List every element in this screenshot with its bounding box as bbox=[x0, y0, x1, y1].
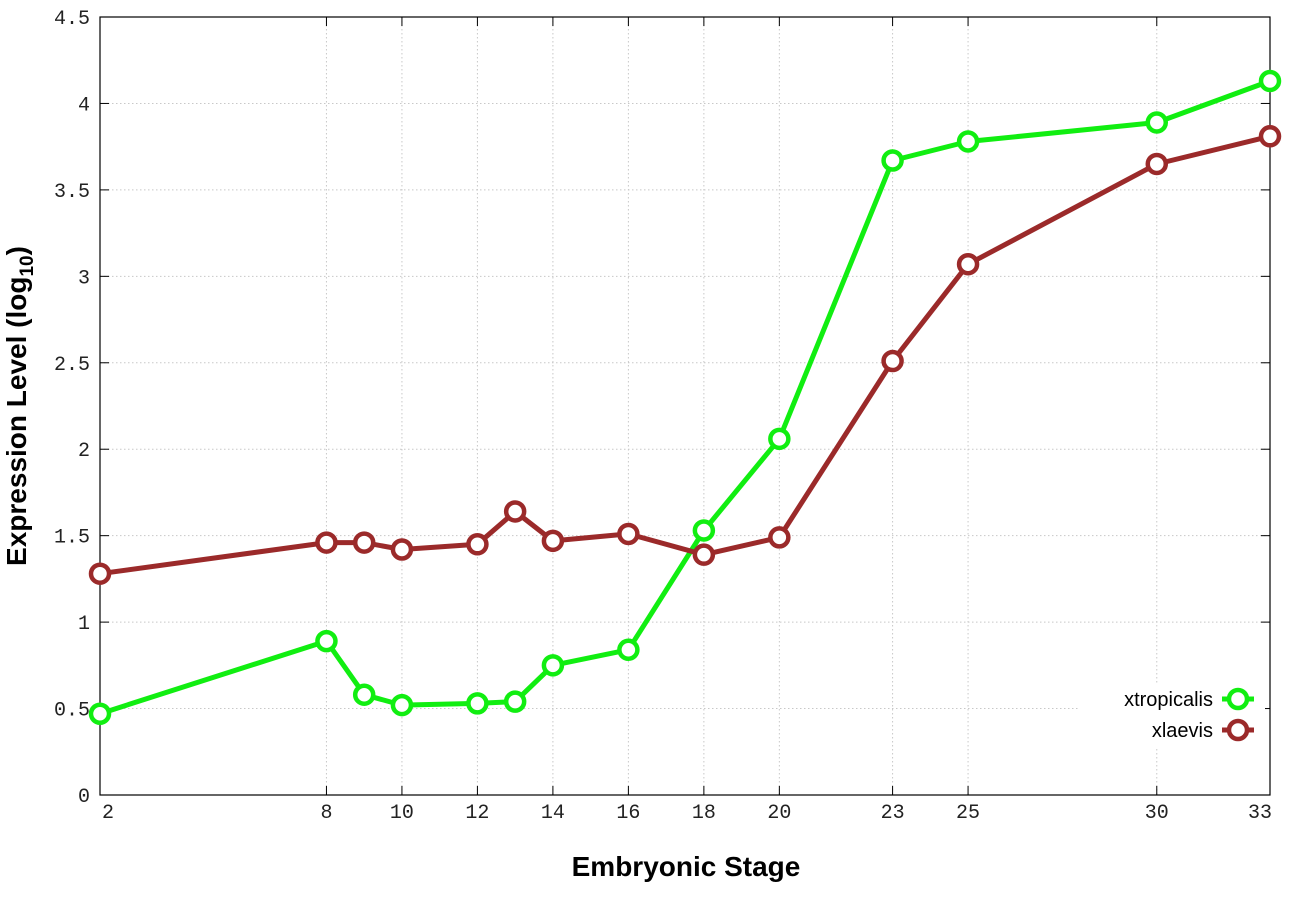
x-tick-label: 12 bbox=[465, 802, 489, 825]
data-point-xtropicalis bbox=[1145, 111, 1169, 134]
data-point-xtropicalis bbox=[466, 692, 489, 715]
data-point-xlaevis bbox=[1258, 125, 1282, 148]
y-tick-label: 0 bbox=[78, 786, 90, 809]
x-axis-title: Embryonic Stage bbox=[572, 851, 801, 882]
series-xlaevis bbox=[88, 125, 1282, 585]
y-tick-label: 3 bbox=[78, 267, 90, 290]
y-tick-label: 1 bbox=[78, 613, 90, 636]
y-axis-title-main: Expression Level (log bbox=[1, 277, 32, 566]
y-axis-title-subscript: 10 bbox=[17, 255, 38, 276]
data-point-xtropicalis bbox=[390, 693, 414, 717]
data-point-xlaevis bbox=[881, 349, 904, 373]
data-point-xlaevis bbox=[88, 562, 112, 585]
legend-label-xtropicalis: xtropicalis bbox=[1124, 689, 1213, 711]
y-tick-label: 4 bbox=[78, 94, 90, 117]
legend-label-xlaevis: xlaevis bbox=[1152, 720, 1213, 742]
x-tick-label: 30 bbox=[1145, 802, 1169, 825]
data-point-xtropicalis bbox=[88, 702, 112, 725]
y-tick-label: 4.5 bbox=[54, 8, 90, 31]
x-tick-label: 25 bbox=[956, 802, 980, 825]
data-point-xtropicalis bbox=[315, 629, 338, 653]
x-tick-label: 8 bbox=[320, 802, 332, 825]
legend-marker-xlaevis bbox=[1226, 718, 1250, 742]
legend-marker-xtropicalis bbox=[1226, 687, 1250, 711]
plot-frame bbox=[99, 16, 1271, 796]
data-point-xlaevis bbox=[768, 526, 791, 549]
x-tick-label: 16 bbox=[616, 802, 640, 825]
x-tick-label: 18 bbox=[692, 802, 716, 825]
data-point-xtropicalis bbox=[352, 683, 376, 706]
y-tick-label: 2.5 bbox=[54, 354, 90, 377]
data-point-xtropicalis bbox=[541, 654, 565, 677]
data-point-xtropicalis bbox=[768, 427, 791, 451]
data-point-xlaevis bbox=[466, 533, 489, 556]
series-xtropicalis bbox=[88, 69, 1282, 725]
series-line-xtropicalis bbox=[99, 78, 1271, 717]
y-tick-label: 2 bbox=[78, 440, 90, 463]
data-point-xtropicalis bbox=[617, 638, 640, 662]
x-tick-label: 33 bbox=[1248, 802, 1272, 825]
y-axis-ticks: 0 0.5 1 1.5 2 2.5 3 3.5 4 4.5 bbox=[54, 8, 1270, 809]
x-tick-label: 10 bbox=[390, 802, 414, 825]
x-axis-ticks: 2 8 10 12 14 16 18 20 23 25 30 33 bbox=[99, 17, 1272, 825]
data-point-xlaevis bbox=[956, 252, 980, 276]
data-point-xtropicalis bbox=[956, 130, 980, 153]
data-point-xlaevis bbox=[315, 531, 338, 554]
y-axis-title-close: ) bbox=[1, 246, 32, 255]
data-point-xtropicalis bbox=[503, 690, 527, 713]
y-tick-label: 1.5 bbox=[54, 527, 90, 550]
y-tick-label: 3.5 bbox=[54, 181, 90, 204]
legend: xtropicalis xlaevis bbox=[1080, 683, 1265, 747]
grid-lines bbox=[100, 17, 1270, 795]
data-point-xlaevis bbox=[352, 531, 376, 554]
x-tick-label: 23 bbox=[881, 802, 905, 825]
y-tick-label: 0.5 bbox=[54, 700, 90, 723]
series-line-xlaevis bbox=[99, 133, 1271, 577]
data-point-xlaevis bbox=[390, 538, 414, 561]
data-point-xtropicalis bbox=[1258, 69, 1282, 93]
data-point-xtropicalis bbox=[881, 149, 904, 172]
x-tick-label: 20 bbox=[767, 802, 791, 825]
series-layer bbox=[88, 69, 1282, 725]
y-axis-title: Expression Level (log10) bbox=[1, 246, 38, 566]
data-point-xlaevis bbox=[541, 529, 565, 553]
data-point-xlaevis bbox=[617, 522, 640, 546]
data-point-xlaevis bbox=[692, 543, 716, 566]
data-point-xlaevis bbox=[1145, 152, 1169, 176]
x-tick-label: 14 bbox=[541, 802, 565, 825]
x-tick-label: 2 bbox=[102, 802, 114, 825]
data-point-xlaevis bbox=[503, 500, 527, 523]
data-point-xtropicalis bbox=[692, 519, 716, 542]
